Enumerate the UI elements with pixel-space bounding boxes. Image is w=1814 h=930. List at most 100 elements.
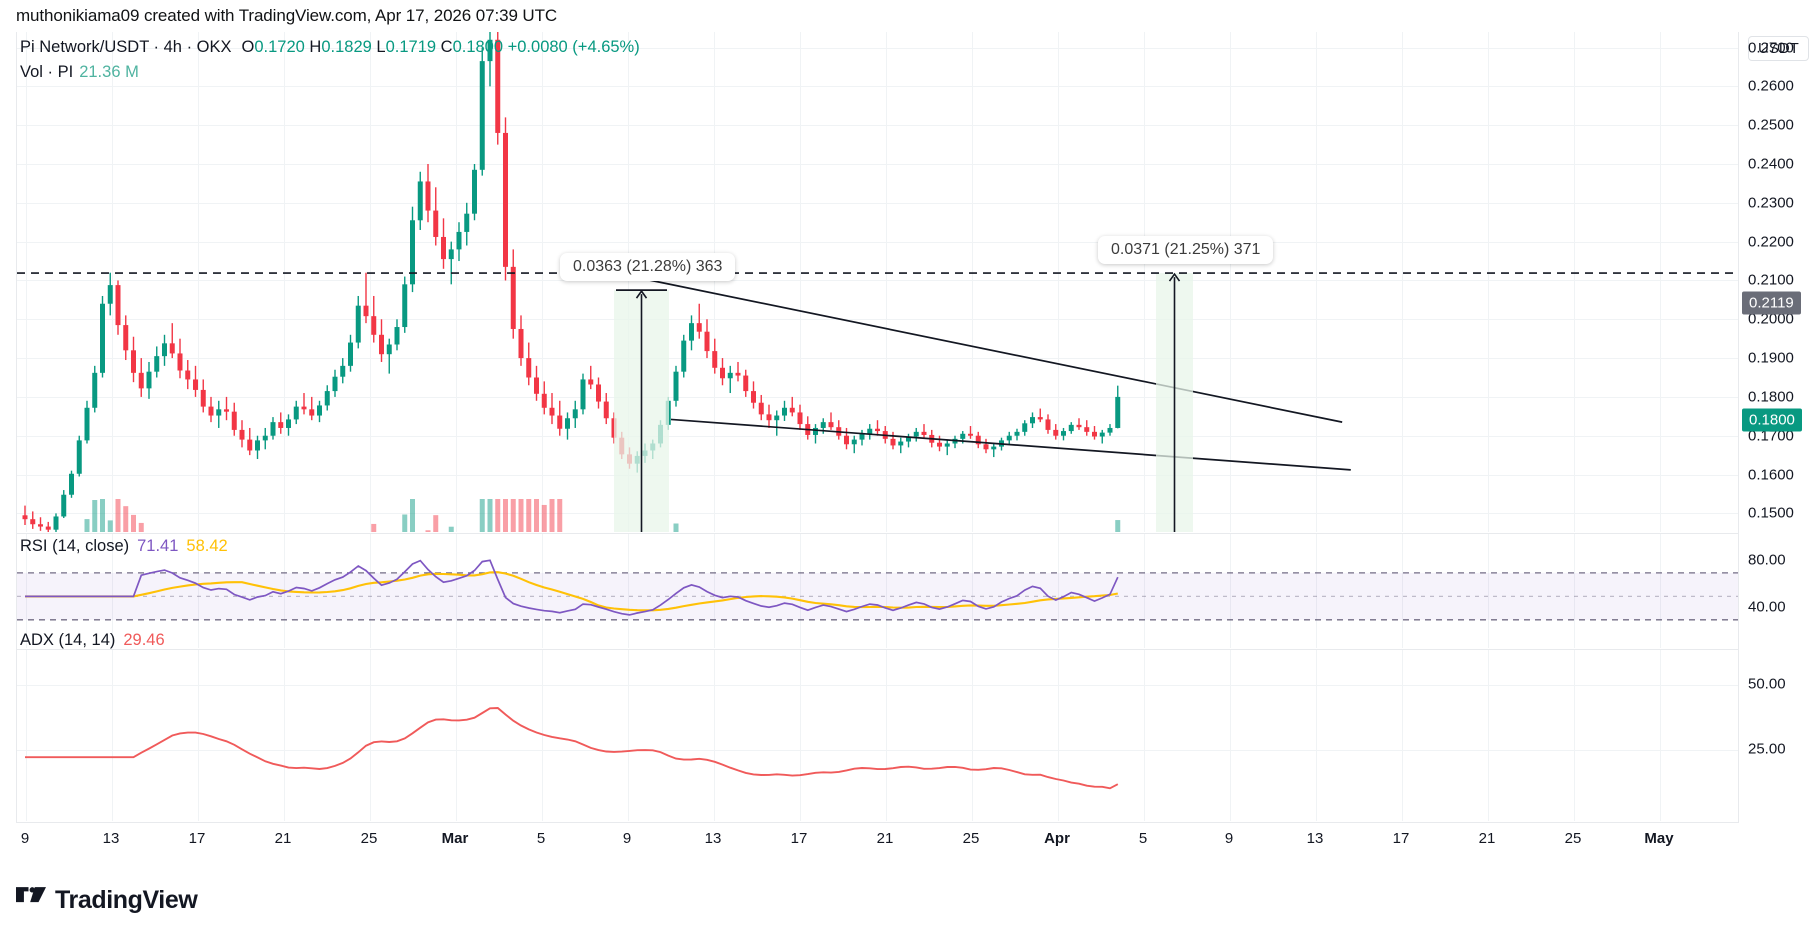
adx-value: 29.46 (123, 631, 165, 649)
gridline-vertical (370, 650, 371, 821)
candle-body (107, 285, 113, 304)
gridline-vertical (1144, 32, 1145, 532)
price-axis[interactable]: USDT 0.2700 0.2600 0.2500 0.2400 0.2300 0.220… (1740, 32, 1814, 822)
legend-open-label: O (241, 38, 255, 56)
gridline-vertical (112, 32, 113, 532)
candle-body (1014, 431, 1020, 436)
candle-body (937, 442, 942, 447)
rsi-ma-value: 58.42 (186, 537, 228, 555)
candle-body (921, 431, 927, 435)
gridline-vertical (542, 534, 543, 648)
gridline-vertical (26, 650, 27, 821)
gridline-vertical (1230, 650, 1231, 821)
candle-body (782, 407, 787, 416)
candle-body (317, 405, 322, 416)
price-axis-tick: 0.1800 (1748, 388, 1794, 406)
gridline-vertical (1058, 534, 1059, 648)
time-axis-tick: 5 (1138, 830, 1148, 847)
time-axis-tick: 9 (20, 830, 30, 847)
candle-body (975, 435, 981, 445)
price-axis-tick: 0.2100 (1748, 271, 1794, 289)
gridline-vertical (972, 534, 973, 648)
candle-body (38, 524, 43, 527)
rsi-indicator-title[interactable]: RSI (14, close) 71.41 58.42 (20, 537, 228, 556)
drawing-overlay[interactable] (17, 32, 1738, 532)
gridline-vertical (628, 534, 629, 648)
rsi-value: 71.41 (137, 537, 179, 555)
gridline-horizontal (17, 47, 1738, 49)
candle-body (875, 428, 880, 432)
legend-volume-row: Vol · PI 21.36 M (20, 61, 640, 85)
time-axis-tick: 25 (360, 830, 378, 847)
adx-title-label: ADX (14, 14) (20, 631, 116, 649)
rsi-line (25, 559, 1119, 616)
candle-body (200, 389, 206, 407)
candle-body (131, 350, 136, 373)
gridline-vertical (198, 650, 199, 821)
legend-close-value: 0.1800 (452, 38, 504, 56)
candle-body (402, 284, 408, 328)
gridline-vertical (1660, 650, 1661, 821)
time-axis[interactable]: 9 13 17 21 25 Mar 5 9 13 17 21 25 Apr 5 9 13 17 21 25 May (16, 822, 1739, 856)
adx-axis-tick: 25.00 (1748, 740, 1786, 757)
candle-body (898, 441, 904, 446)
candle-body (487, 39, 493, 62)
volume-bar (425, 530, 431, 532)
volume-bar (100, 499, 105, 532)
time-axis-tick: 13 (1306, 830, 1324, 847)
volume-bar (131, 514, 136, 532)
time-axis-tick: May (1644, 830, 1674, 847)
legend-volume-label[interactable]: Vol · PI (20, 62, 74, 81)
gridline-vertical (1660, 32, 1661, 532)
measure-label-left[interactable]: 0.0363 (21.28%) 363 (560, 253, 736, 281)
legend-high-value: 0.1829 (321, 38, 372, 56)
price-axis-tick: 0.2000 (1748, 310, 1794, 328)
candle-body (1107, 427, 1113, 433)
candle-body (689, 323, 694, 341)
legend-symbol[interactable]: Pi Network/USDT · 4h · OKX (20, 38, 232, 56)
gridline-vertical (714, 32, 715, 532)
legend-symbol-row: Pi Network/USDT · 4h · OKX O0.1720 H0.182… (20, 36, 640, 60)
tradingview-brand-text: TradingView (55, 886, 198, 914)
gridline-vertical (1574, 650, 1575, 821)
candle-body (479, 61, 485, 170)
price-pane[interactable] (17, 32, 1738, 532)
rsi-axis-tick: 80.00 (1748, 551, 1786, 569)
candle-body (1115, 396, 1121, 428)
price-axis-currency[interactable]: USDT (1748, 36, 1809, 61)
rsi-pane[interactable] (17, 533, 1738, 648)
measure-label-right[interactable]: 0.0371 (21.25%) 371 (1098, 236, 1274, 264)
candle-body (844, 435, 849, 445)
candle-body (906, 436, 911, 442)
price-axis-tick: 0.2200 (1748, 233, 1794, 251)
gridline-vertical (1488, 534, 1489, 648)
candle-body (727, 372, 733, 379)
price-axis-tick: 0.2600 (1748, 77, 1794, 95)
gridline-vertical (886, 534, 887, 648)
candle-body (766, 414, 772, 421)
tradingview-logo-icon (16, 887, 46, 914)
gridline-vertical (542, 32, 543, 532)
candle-body (960, 433, 966, 439)
candle-body (371, 316, 377, 335)
candle-body (247, 439, 253, 451)
time-axis-tick: 25 (962, 830, 980, 847)
gridline-vertical (370, 32, 371, 532)
candle-body (820, 422, 826, 428)
adx-indicator-title[interactable]: ADX (14, 14) 29.46 (20, 631, 165, 650)
rsi-band (17, 572, 1738, 620)
candle-body (100, 303, 105, 373)
gridline-vertical (542, 650, 543, 821)
gridline-vertical (1058, 650, 1059, 821)
candle-body (255, 440, 260, 451)
adx-pane[interactable] (17, 649, 1738, 821)
gridline-vertical (26, 534, 27, 648)
chart-frame[interactable] (16, 32, 1739, 822)
time-axis-tick: 21 (1478, 830, 1496, 847)
volume-bar (138, 522, 144, 532)
gridline-vertical (1144, 534, 1145, 648)
gridline-vertical (714, 534, 715, 648)
candle-body (441, 236, 446, 260)
candle-body (588, 379, 594, 385)
candle-body (797, 412, 803, 425)
